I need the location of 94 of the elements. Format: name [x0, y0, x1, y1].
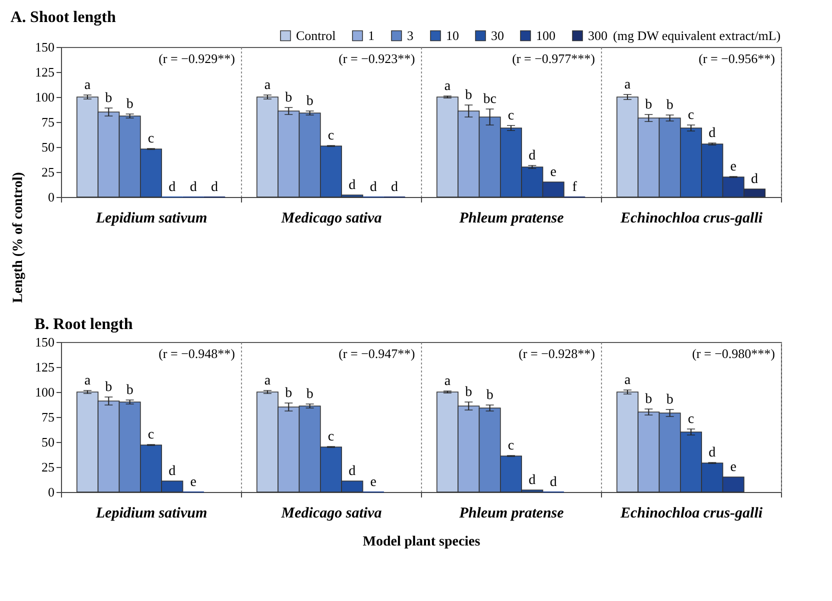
data-label: b	[306, 94, 314, 109]
data-label: b	[126, 383, 134, 398]
data-label: a	[264, 78, 272, 93]
legend-label: 300	[588, 28, 608, 43]
data-label: a	[624, 78, 632, 92]
y-tick-label: 50	[42, 434, 54, 450]
data-label: a	[624, 373, 632, 388]
data-label: d	[370, 180, 377, 195]
x-tick-label: Medicago sativa	[280, 210, 382, 226]
data-label: d	[168, 180, 176, 195]
x-tick-label: Echinochloa crus-galli	[619, 210, 764, 226]
x-axis-title: Model plant species	[362, 534, 481, 550]
data-label: a	[444, 374, 452, 389]
legend-label: 1	[368, 28, 374, 43]
data-label: b	[105, 380, 112, 395]
data-label: b	[645, 392, 652, 407]
x-tick-label: Medicago sativa	[280, 506, 382, 522]
x-tick-label: Lepidium sativum	[94, 210, 208, 226]
data-label: bc	[483, 92, 496, 107]
data-label: e	[370, 475, 376, 490]
data-label: d	[190, 180, 197, 195]
annotation: (r = −0.947**)	[338, 346, 415, 361]
y-tick-label: 125	[35, 360, 54, 374]
data-label: b	[306, 387, 314, 402]
data-label: b	[285, 90, 292, 106]
chart-title: B. Root length	[34, 316, 133, 333]
data-label: b	[666, 98, 674, 113]
data-label: c	[688, 108, 694, 123]
legend-label: 3	[407, 28, 414, 43]
x-tick-label: Echinochloa crus-galli	[619, 506, 764, 522]
data-label: b	[486, 388, 494, 403]
data-label: b	[465, 88, 472, 103]
x-tick-label: Phleum pratense	[459, 210, 564, 226]
data-label: a	[444, 79, 452, 94]
annotation: (r = −0.980***)	[692, 346, 775, 361]
y-tick-label: 75	[42, 114, 54, 130]
annotation: (r = −0.929**)	[158, 51, 235, 66]
data-label: d	[391, 180, 398, 195]
y-tick-label: 0	[48, 484, 54, 500]
legend-label: Control	[296, 28, 336, 43]
data-label: a	[84, 374, 92, 388]
annotation: (r = −0.923**)	[338, 51, 415, 66]
data-label: a	[84, 78, 92, 93]
data-label: e	[730, 160, 736, 174]
y-tick-label: 25	[42, 164, 54, 180]
data-label: c	[148, 132, 154, 146]
y-tick-label: 25	[42, 460, 54, 474]
y-tick-label: 150	[35, 334, 54, 350]
data-label: d	[211, 180, 218, 195]
data-label: d	[708, 446, 716, 460]
data-label: d	[348, 178, 356, 193]
data-label: e	[730, 460, 736, 475]
data-label: c	[508, 108, 514, 124]
data-label: f	[572, 180, 578, 195]
x-tick-label: Phleum pratense	[459, 506, 564, 522]
data-label: e	[190, 475, 196, 490]
annotation: (r = −0.928**)	[518, 346, 595, 361]
data-label: a	[264, 374, 272, 388]
y-tick-label: 100	[35, 90, 54, 104]
data-label: c	[328, 128, 334, 144]
data-label: c	[148, 428, 154, 442]
data-label: b	[285, 386, 292, 401]
data-label: c	[328, 430, 334, 444]
data-label: d	[550, 475, 557, 490]
data-label: d	[348, 464, 356, 479]
data-label: b	[105, 91, 112, 106]
y-tick-label: 150	[35, 40, 54, 54]
annotation: (r = −0.977***)	[512, 51, 595, 66]
y-tick-label: 50	[42, 140, 54, 154]
data-label: b	[666, 392, 674, 408]
annotation: (r = −0.948**)	[158, 346, 235, 361]
data-label: c	[688, 412, 694, 427]
data-label: e	[550, 165, 556, 180]
data-label: b	[126, 97, 134, 112]
legend-label: 10	[446, 28, 459, 43]
chart-title: A. Shoot length	[10, 9, 116, 26]
data-label: d	[168, 464, 176, 479]
data-label: b	[645, 98, 652, 112]
data-label: b	[465, 385, 472, 400]
x-tick-label: Lepidium sativum	[94, 506, 208, 522]
legend-label: 30	[491, 28, 504, 43]
data-label: d	[528, 473, 536, 488]
y-tick-label: 100	[35, 384, 54, 400]
y-tick-label: 0	[48, 190, 54, 204]
annotation: (r = −0.956**)	[698, 51, 775, 66]
data-label: d	[751, 172, 758, 187]
legend-label: 100	[536, 28, 556, 43]
legend-title: (mg DW equivalent extract/mL)	[613, 28, 781, 43]
data-label: d	[708, 126, 716, 141]
y-axis-title: Length (% of control)	[11, 172, 26, 303]
data-label: c	[508, 438, 514, 454]
y-tick-label: 125	[35, 64, 54, 80]
y-tick-label: 75	[42, 410, 54, 424]
data-label: d	[528, 148, 536, 164]
